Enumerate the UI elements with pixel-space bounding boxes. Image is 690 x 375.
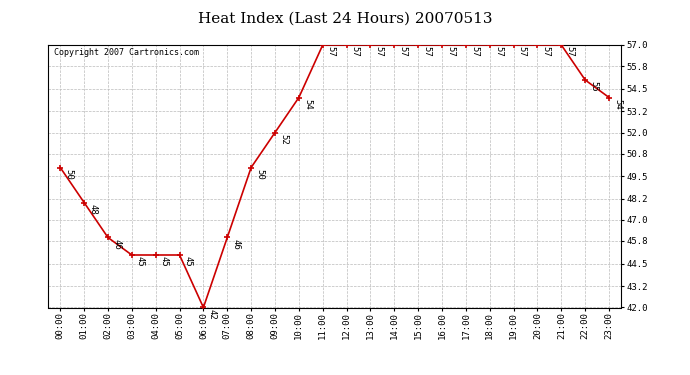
Text: 45: 45	[136, 256, 145, 267]
Text: 45: 45	[160, 256, 169, 267]
Text: 57: 57	[494, 46, 503, 57]
Text: 57: 57	[398, 46, 408, 57]
Text: 57: 57	[422, 46, 431, 57]
Text: 50: 50	[255, 169, 264, 180]
Text: 57: 57	[446, 46, 455, 57]
Text: 57: 57	[375, 46, 384, 57]
Text: 57: 57	[542, 46, 551, 57]
Text: 46: 46	[112, 239, 121, 250]
Text: Copyright 2007 Cartronics.com: Copyright 2007 Cartronics.com	[54, 48, 199, 57]
Text: 54: 54	[613, 99, 622, 109]
Text: 54: 54	[303, 99, 312, 109]
Text: 46: 46	[231, 239, 240, 250]
Text: 57: 57	[518, 46, 526, 57]
Text: 57: 57	[351, 46, 359, 57]
Text: 48: 48	[88, 204, 97, 214]
Text: Heat Index (Last 24 Hours) 20070513: Heat Index (Last 24 Hours) 20070513	[198, 11, 492, 25]
Text: 50: 50	[64, 169, 73, 180]
Text: 45: 45	[184, 256, 193, 267]
Text: 57: 57	[327, 46, 336, 57]
Text: 57: 57	[470, 46, 479, 57]
Text: 42: 42	[208, 309, 217, 320]
Text: 55: 55	[589, 81, 598, 92]
Text: 52: 52	[279, 134, 288, 145]
Text: 57: 57	[566, 46, 575, 57]
